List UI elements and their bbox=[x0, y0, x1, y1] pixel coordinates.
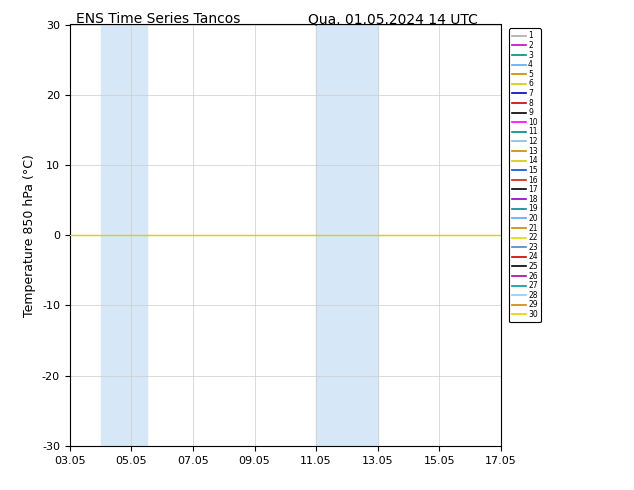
Text: Qua. 01.05.2024 14 UTC: Qua. 01.05.2024 14 UTC bbox=[308, 12, 478, 26]
Bar bbox=[316, 24, 378, 446]
Y-axis label: Temperature 850 hPa (°C): Temperature 850 hPa (°C) bbox=[23, 154, 36, 317]
Text: ENS Time Series Tancos: ENS Time Series Tancos bbox=[76, 12, 241, 26]
Legend: 1, 2, 3, 4, 5, 6, 7, 8, 9, 10, 11, 12, 13, 14, 15, 16, 17, 18, 19, 20, 21, 22, 2: 1, 2, 3, 4, 5, 6, 7, 8, 9, 10, 11, 12, 1… bbox=[509, 28, 541, 322]
Bar bbox=[101, 24, 146, 446]
